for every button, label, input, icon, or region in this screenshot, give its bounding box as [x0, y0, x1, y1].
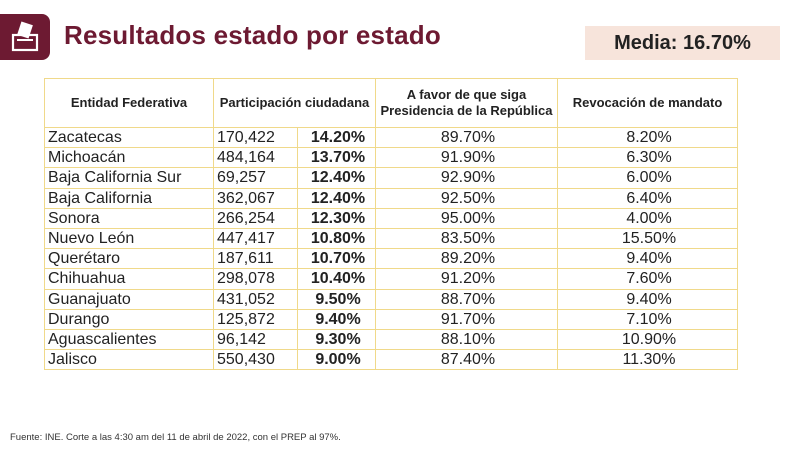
cell-state: Sonora: [44, 207, 214, 229]
cell-favor: 91.20%: [375, 268, 558, 290]
table-row: Querétaro 187,611 10.70% 89.20% 9.40%: [44, 248, 738, 270]
table-row: Durango 125,872 9.40% 91.70% 7.10%: [44, 308, 738, 330]
cell-revocation: 4.00%: [557, 207, 738, 229]
media-badge: Media: 16.70%: [585, 26, 780, 60]
ballot-box-icon: [11, 21, 39, 52]
page-title: Resultados estado por estado: [64, 20, 441, 50]
cell-state: Guanajuato: [44, 288, 214, 310]
cell-votes: 187,611: [213, 248, 298, 270]
header-participacion: Participación ciudadana: [213, 78, 376, 128]
cell-state: Durango: [44, 308, 214, 330]
cell-participation: 13.70%: [297, 147, 376, 169]
cell-favor: 91.90%: [375, 147, 558, 169]
cell-revocation: 11.30%: [557, 349, 738, 371]
cell-state: Jalisco: [44, 349, 214, 371]
cell-revocation: 7.10%: [557, 308, 738, 330]
cell-votes: 69,257: [213, 167, 298, 189]
table-row: Michoacán 484,164 13.70% 91.90% 6.30%: [44, 147, 738, 169]
cell-votes: 484,164: [213, 147, 298, 169]
cell-revocation: 6.30%: [557, 147, 738, 169]
cell-participation: 14.20%: [297, 126, 376, 149]
cell-votes: 125,872: [213, 308, 298, 330]
header-entidad: Entidad Federativa: [44, 78, 214, 128]
cell-state: Nuevo León: [44, 227, 214, 250]
table-row: Chihuahua 298,078 10.40% 91.20% 7.60%: [44, 268, 738, 290]
source-footnote: Fuente: INE. Corte a las 4:30 am del 11 …: [10, 432, 341, 443]
table-row: Baja California 362,067 12.40% 92.50% 6.…: [44, 187, 738, 209]
cell-state: Michoacán: [44, 147, 214, 169]
cell-participation: 10.40%: [297, 268, 376, 290]
results-table: Entidad Federativa Participación ciudada…: [44, 78, 738, 371]
table-row: Guanajuato 431,052 9.50% 88.70% 9.40%: [44, 288, 738, 310]
cell-state: Zacatecas: [44, 126, 214, 149]
cell-revocation: 6.00%: [557, 167, 738, 189]
cell-votes: 447,417: [213, 227, 298, 250]
cell-state: Baja California Sur: [44, 167, 214, 189]
cell-favor: 87.40%: [375, 349, 558, 371]
table-row: Jalisco 550,430 9.00% 87.40% 11.30%: [44, 349, 738, 371]
cell-revocation: 6.40%: [557, 187, 738, 209]
cell-favor: 88.70%: [375, 288, 558, 310]
cell-favor: 89.20%: [375, 248, 558, 270]
cell-favor: 83.50%: [375, 227, 558, 250]
cell-state: Chihuahua: [44, 268, 214, 290]
table-header-row: Entidad Federativa Participación ciudada…: [44, 78, 738, 128]
cell-participation: 9.40%: [297, 308, 376, 330]
cell-votes: 170,422: [213, 126, 298, 149]
cell-participation: 12.40%: [297, 167, 376, 189]
cell-favor: 95.00%: [375, 207, 558, 229]
cell-participation: 10.80%: [297, 227, 376, 250]
cell-revocation: 8.20%: [557, 126, 738, 149]
header-revocacion: Revocación de mandato: [557, 78, 738, 128]
cell-revocation: 7.60%: [557, 268, 738, 290]
cell-votes: 96,142: [213, 328, 298, 351]
cell-revocation: 10.90%: [557, 328, 738, 351]
table-row: Sonora 266,254 12.30% 95.00% 4.00%: [44, 207, 738, 229]
table-row: Baja California Sur 69,257 12.40% 92.90%…: [44, 167, 738, 189]
cell-favor: 89.70%: [375, 126, 558, 149]
cell-participation: 10.70%: [297, 248, 376, 270]
cell-votes: 550,430: [213, 349, 298, 371]
cell-revocation: 9.40%: [557, 288, 738, 310]
cell-votes: 362,067: [213, 187, 298, 209]
cell-votes: 298,078: [213, 268, 298, 290]
cell-revocation: 15.50%: [557, 227, 738, 250]
cell-favor: 92.90%: [375, 167, 558, 189]
cell-favor: 88.10%: [375, 328, 558, 351]
cell-revocation: 9.40%: [557, 248, 738, 270]
ballot-box-logo: [0, 14, 50, 60]
cell-votes: 431,052: [213, 288, 298, 310]
cell-votes: 266,254: [213, 207, 298, 229]
header-favor: A favor de que siga Presidencia de la Re…: [375, 78, 558, 128]
cell-participation: 12.40%: [297, 187, 376, 209]
cell-participation: 9.00%: [297, 349, 376, 371]
cell-favor: 91.70%: [375, 308, 558, 330]
cell-state: Baja California: [44, 187, 214, 209]
cell-state: Querétaro: [44, 248, 214, 270]
cell-participation: 9.50%: [297, 288, 376, 310]
cell-participation: 9.30%: [297, 328, 376, 351]
cell-state: Aguascalientes: [44, 328, 214, 351]
cell-favor: 92.50%: [375, 187, 558, 209]
table-row: Zacatecas 170,422 14.20% 89.70% 8.20%: [44, 126, 738, 149]
table-row: Aguascalientes 96,142 9.30% 88.10% 10.90…: [44, 328, 738, 351]
table-row: Nuevo León 447,417 10.80% 83.50% 15.50%: [44, 227, 738, 250]
cell-participation: 12.30%: [297, 207, 376, 229]
